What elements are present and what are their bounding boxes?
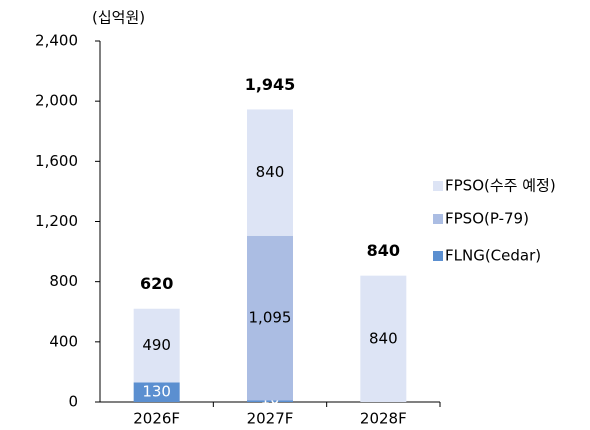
x-tick-label: 2026F <box>133 410 180 428</box>
bar-segment <box>133 308 180 383</box>
bar-segment <box>133 382 180 402</box>
legend-swatch <box>433 214 443 224</box>
segment-label: 490 <box>142 336 171 354</box>
x-tick-label: 2027F <box>247 410 294 428</box>
y-tick-label: 2,400 <box>35 32 78 50</box>
y-tick-label: 2,000 <box>35 92 78 110</box>
y-tick-label: 1,200 <box>35 212 78 230</box>
legend-swatch <box>433 251 443 261</box>
bar-segment <box>247 400 293 402</box>
segment-label: 130 <box>142 383 171 401</box>
total-label: 620 <box>140 274 173 293</box>
bar-segment <box>247 109 293 236</box>
segment-label: 1,095 <box>249 309 292 327</box>
bar-segment <box>360 275 407 402</box>
bar-segment <box>247 235 293 401</box>
y-tick-label: 1,600 <box>35 152 78 170</box>
x-tick-label: 2028F <box>360 410 407 428</box>
legend-label: FPSO(P-79) <box>445 210 529 228</box>
total-label: 840 <box>367 241 400 260</box>
y-tick-label: 0 <box>68 393 78 411</box>
y-tick-label: 800 <box>49 272 78 290</box>
segment-label: 840 <box>369 329 398 347</box>
segment-label: 840 <box>256 163 285 181</box>
legend-label: FPSO(수주 예정) <box>445 177 556 195</box>
total-label: 1,945 <box>245 75 296 94</box>
legend-label: FLNG(Cedar) <box>445 247 541 265</box>
y-tick-label: 400 <box>49 332 78 350</box>
y-axis-label: (십억원) <box>92 9 145 27</box>
legend-swatch <box>433 181 443 191</box>
